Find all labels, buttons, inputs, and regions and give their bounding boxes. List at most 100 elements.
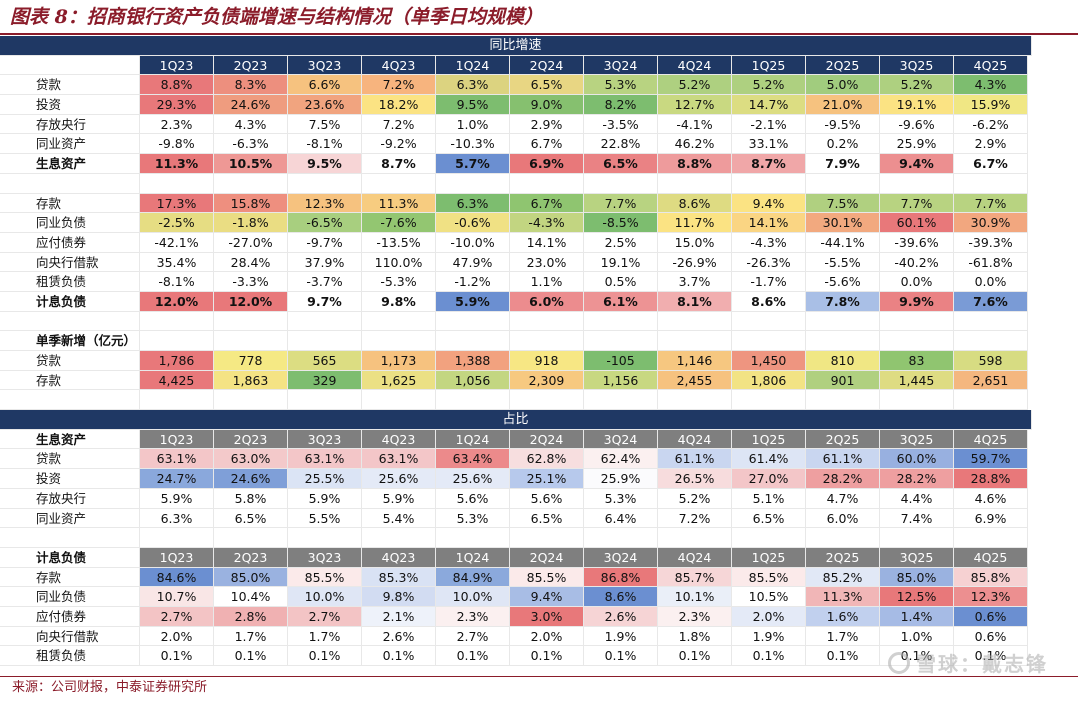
table-cell: 9.4% [880,154,954,174]
table-cell: 5.2% [658,75,732,96]
table-cell: 85.0% [214,567,288,588]
column-header: 4Q23 [362,429,436,450]
table-cell: 1,863 [214,370,288,391]
spacer-cell [436,390,510,411]
table-cell: 565 [288,351,362,371]
table-row: 应付债券 -42.1% -27.0% -9.7% -13.5% -10.0% 14.1% 2.… [0,232,1032,253]
spacer-cell [362,173,436,194]
table-cell: 12.3% [288,193,362,214]
table-cell: 25.5% [288,469,362,489]
table-cell: 61.1% [806,449,880,470]
table-cell: 6.9% [510,154,584,174]
table-cell: 2.3% [140,114,214,135]
table-cell: 2.6% [584,606,658,627]
table-row: 租赁负债 -8.1% -3.3% -3.7% -5.3% -1.2% 1.1% 0.5% 3.7… [0,272,1032,292]
table-cell: -1.7% [732,272,806,292]
table-cell: -13.5% [362,232,436,253]
table-cell: 85.5% [510,567,584,588]
table-row: 向央行借款 35.4% 28.4% 37.9% 110.0% 47.9% 23.0% 19.1… [0,252,1032,273]
column-header: 2Q23 [214,547,288,568]
table-cell: -7.6% [362,213,436,233]
table-cell: 7.6% [954,291,1028,312]
table-cell: 11.7% [658,213,732,233]
table-cell: 18.2% [362,95,436,115]
table-cell: 10.7% [140,587,214,607]
table-cell: 85.0% [880,567,954,588]
table-cell: 26.5% [658,469,732,489]
table-cell: 5.3% [584,75,658,96]
table-cell [658,331,732,351]
snowball-logo-icon [888,652,910,674]
table-cell [584,331,658,351]
table-cell: 1,146 [658,351,732,371]
table-cell: 2,651 [954,370,1028,391]
row-label: 生息资产 [0,154,140,174]
column-header: 4Q24 [658,55,732,76]
table-cell: 5.9% [140,488,214,509]
table-cell: 2.7% [436,626,510,647]
table-cell: 4.7% [806,488,880,509]
table-cell: -39.3% [954,232,1028,253]
table-cell: -9.7% [288,232,362,253]
table-cell: 1.9% [584,626,658,647]
table-cell: 1.0% [436,114,510,135]
table-cell: 62.8% [510,449,584,470]
table-cell: 0.1% [954,646,1028,666]
column-header: 4Q24 [658,429,732,450]
table-cell: 6.7% [510,134,584,155]
table-cell: -3.3% [214,272,288,292]
table-cell: 778 [214,351,288,371]
table-cell: 12.7% [658,95,732,115]
table-cell: 6.5% [214,508,288,529]
table-cell [436,331,510,351]
spacer-cell [954,311,1028,332]
table-cell: 25.9% [880,134,954,155]
table-cell: 10.0% [288,587,362,607]
table-cell [880,331,954,351]
table-row: 存款 17.3% 15.8% 12.3% 11.3% 6.3% 6.7% 7.7% 8.6% 9.… [0,193,1032,214]
table-cell: 598 [954,351,1028,371]
table-cell: -9.5% [806,114,880,135]
table-cell: 86.8% [584,567,658,588]
column-header: 1Q23 [140,55,214,76]
row-label: 存放央行 [0,114,140,135]
table-cell: 25.6% [436,469,510,489]
row-label: 租赁负债 [0,646,140,666]
table-cell: 7.7% [584,193,658,214]
spacer-cell [584,528,658,548]
table-row: 投资 24.7% 24.6% 25.5% 25.6% 25.6% 25.1% 25.9% 26.… [0,469,1032,489]
table-cell: -5.6% [806,272,880,292]
table-cell [954,331,1028,351]
section-label: 生息资产 [0,429,140,450]
table-cell: 28.8% [954,469,1028,489]
section-banner: 同比增速 [0,36,1032,56]
column-header: 1Q25 [732,429,806,450]
table-cell: 6.9% [954,508,1028,529]
column-header: 3Q23 [288,547,362,568]
table-cell: 60.0% [880,449,954,470]
table-cell: -6.3% [214,134,288,155]
table-cell: 8.7% [732,154,806,174]
table-cell: -2.1% [732,114,806,135]
column-header: 4Q25 [954,429,1028,450]
table-cell: 2.3% [658,606,732,627]
table-cell [732,331,806,351]
table-cell: 22.8% [584,134,658,155]
table-cell: 6.1% [584,291,658,312]
spacer-cell [288,311,362,332]
table-cell: 85.8% [954,567,1028,588]
section-label: 计息负债 [0,547,140,568]
table-cell: 63.4% [436,449,510,470]
column-header: 4Q25 [954,55,1028,76]
spacer-cell [584,390,658,411]
spacer-cell [880,528,954,548]
spacer-cell [436,528,510,548]
table-cell: 11.3% [140,154,214,174]
table-cell: 9.9% [880,291,954,312]
spacer-cell [510,311,584,332]
table-cell: -61.8% [954,252,1028,273]
table-cell: 19.1% [584,252,658,273]
table-cell: 8.6% [658,193,732,214]
table-cell: 6.0% [510,291,584,312]
table-row: 贷款 1,786 778 565 1,173 1,388 918 -105 1,146 1,450… [0,351,1032,371]
